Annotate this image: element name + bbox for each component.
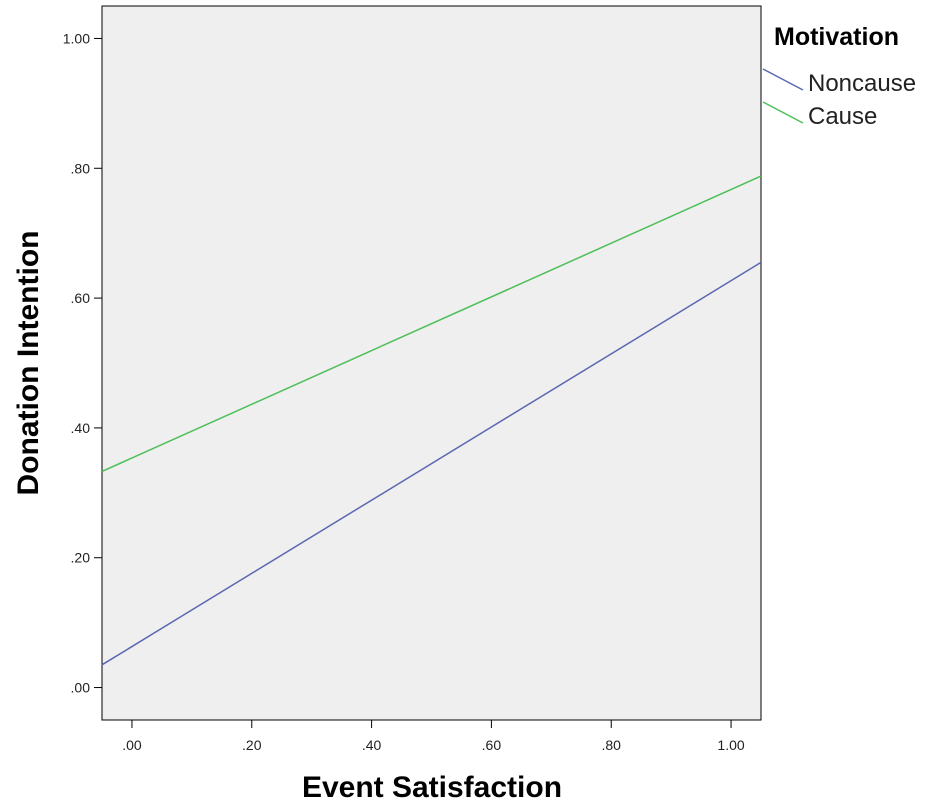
- x-tick-label: .20: [242, 737, 262, 753]
- series-lines: [101, 175, 762, 666]
- y-tick-label: .60: [71, 290, 91, 306]
- y-tick-label: .40: [71, 420, 91, 436]
- x-tick-label: .60: [482, 737, 502, 753]
- legend-label-noncause: Noncause: [808, 70, 916, 97]
- y-axis-title: Donation Intention: [12, 231, 45, 496]
- plot-area: [101, 5, 762, 721]
- x-tick-label: 1.00: [717, 737, 744, 753]
- y-tick-label: 1.00: [63, 30, 90, 46]
- x-axis-ticks: .00 .20 .40 .60 .80 1.00: [122, 720, 745, 753]
- y-axis-ticks: .00 .20 .40 .60 .80 1.00: [63, 30, 102, 696]
- series-line-cause: [101, 175, 762, 473]
- y-tick-label: .00: [71, 680, 91, 696]
- y-tick-label: .20: [71, 550, 91, 566]
- legend-swatch-noncause: [762, 68, 804, 91]
- x-tick-label: .80: [601, 737, 621, 753]
- legend: Motivation Noncause Cause: [762, 23, 916, 130]
- legend-title: Motivation: [774, 23, 899, 51]
- x-axis-title: Event Satisfaction: [302, 771, 562, 804]
- series-line-noncause: [101, 261, 762, 666]
- y-tick-label: .80: [71, 160, 91, 176]
- x-tick-label: .40: [362, 737, 382, 753]
- x-tick-label: .00: [122, 737, 142, 753]
- legend-label-cause: Cause: [808, 103, 877, 130]
- legend-swatch-cause: [762, 101, 804, 124]
